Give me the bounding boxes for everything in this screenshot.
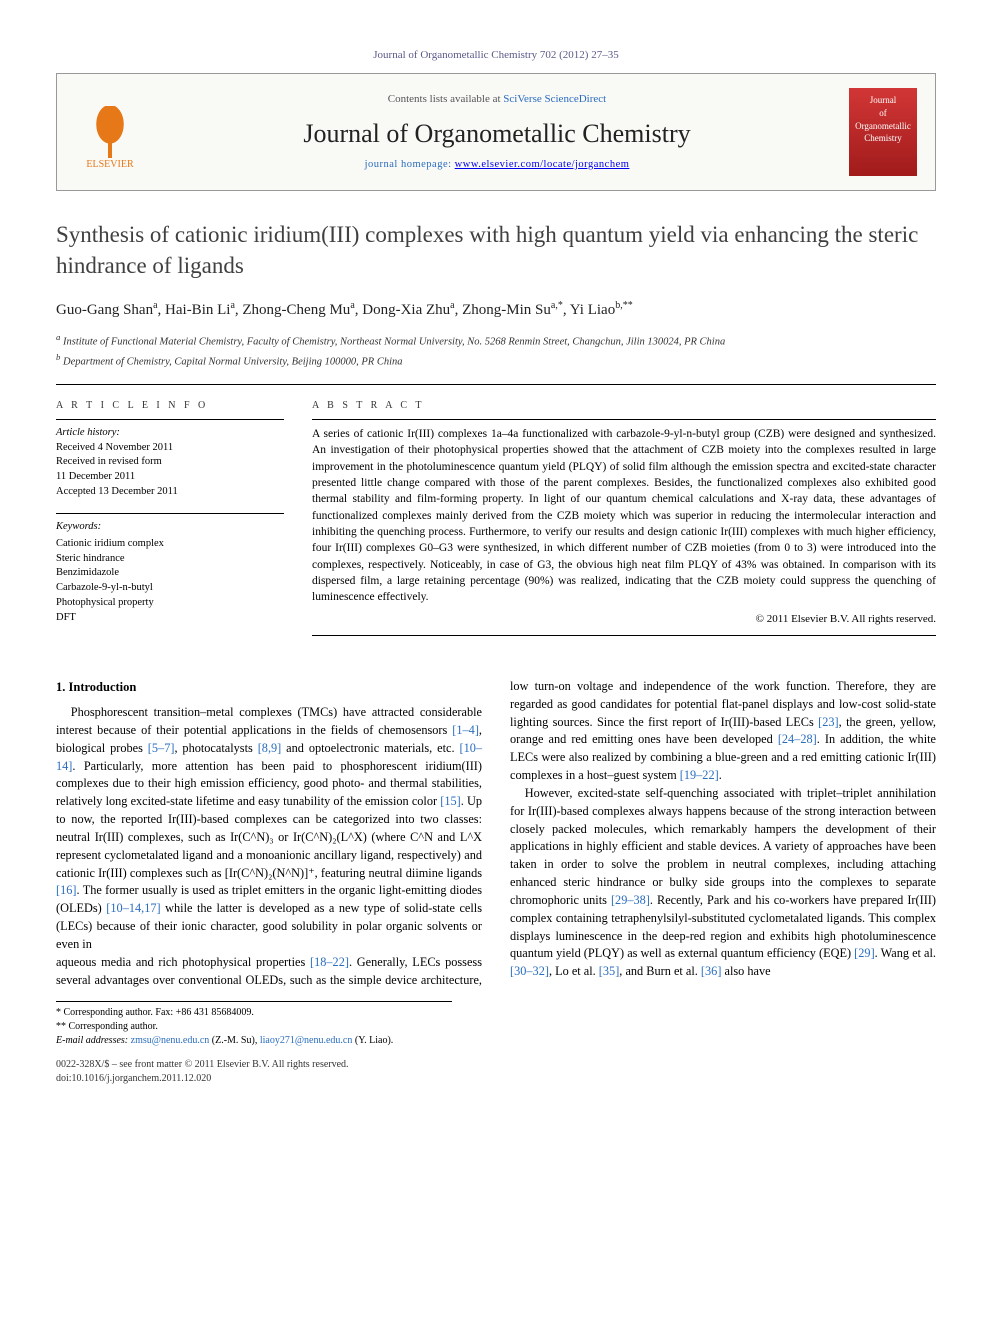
homepage-line: journal homepage: www.elsevier.com/locat…	[145, 158, 849, 173]
affiliation-a: a Institute of Functional Material Chemi…	[56, 331, 936, 350]
abstract-copyright: © 2011 Elsevier B.V. All rights reserved…	[312, 612, 936, 627]
history-line: 11 December 2011	[56, 470, 284, 485]
keyword: Steric hindrance	[56, 552, 284, 567]
elsevier-tree-icon	[86, 106, 134, 158]
history-line: Received 4 November 2011	[56, 441, 284, 456]
article-info-column: A R T I C L E I N F O Article history: R…	[56, 399, 284, 642]
cover-line-3: Chemistry	[853, 132, 913, 145]
abstract-heading: A B S T R A C T	[312, 399, 936, 413]
homepage-prefix: journal homepage:	[365, 159, 455, 170]
affiliation-b: b Department of Chemistry, Capital Norma…	[56, 351, 936, 370]
emails-label: E-mail addresses:	[56, 1035, 128, 1046]
body-two-column: 1. Introduction Phosphorescent transitio…	[56, 678, 936, 989]
keyword: DFT	[56, 611, 284, 626]
elsevier-logo: ELSEVIER	[75, 92, 145, 172]
email-name-2: (Y. Liao).	[355, 1035, 393, 1046]
affiliations: a Institute of Functional Material Chemi…	[56, 331, 936, 370]
corr-author-1: * Corresponding author. Fax: +86 431 856…	[56, 1006, 452, 1020]
article-info-heading: A R T I C L E I N F O	[56, 399, 284, 413]
history-line: Received in revised form	[56, 455, 284, 470]
abstract-column: A B S T R A C T A series of cationic Ir(…	[312, 399, 936, 642]
article-history: Article history: Received 4 November 201…	[56, 426, 284, 499]
publisher-label: ELSEVIER	[86, 158, 133, 172]
cover-line-1: Journal	[853, 94, 913, 107]
email-name-1: (Z.-M. Su),	[212, 1035, 258, 1046]
homepage-link[interactable]: www.elsevier.com/locate/jorganchem	[455, 159, 630, 170]
divider-rule	[56, 384, 936, 385]
cover-line-2: of Organometallic	[853, 107, 913, 132]
contents-lists-line: Contents lists available at SciVerse Sci…	[145, 92, 849, 107]
history-label: Article history:	[56, 426, 284, 441]
corresponding-author-footnotes: * Corresponding author. Fax: +86 431 856…	[56, 1001, 452, 1048]
contents-prefix: Contents lists available at	[388, 93, 503, 105]
corr-author-2: ** Corresponding author.	[56, 1020, 452, 1034]
email-link-1[interactable]: zmsu@nenu.edu.cn	[131, 1035, 210, 1046]
history-line: Accepted 13 December 2011	[56, 485, 284, 500]
journal-header-box: ELSEVIER Contents lists available at Sci…	[56, 73, 936, 191]
doi-line: doi:10.1016/j.jorganchem.2011.12.020	[56, 1072, 936, 1086]
body-paragraph: However, excited-state self-quenching as…	[510, 785, 936, 981]
abstract-text: A series of cationic Ir(III) complexes 1…	[312, 426, 936, 606]
keywords-label: Keywords:	[56, 520, 284, 535]
journal-name: Journal of Organometallic Chemistry	[145, 116, 849, 152]
keyword: Photophysical property	[56, 596, 284, 611]
journal-reference: Journal of Organometallic Chemistry 702 …	[56, 48, 936, 63]
keyword: Benzimidazole	[56, 566, 284, 581]
article-title: Synthesis of cationic iridium(III) compl…	[56, 219, 936, 281]
email-addresses-line: E-mail addresses: zmsu@nenu.edu.cn (Z.-M…	[56, 1034, 452, 1048]
front-matter-line: 0022-328X/$ – see front matter © 2011 El…	[56, 1058, 936, 1072]
sciencedirect-link[interactable]: SciVerse ScienceDirect	[503, 93, 606, 105]
bottom-copyright: 0022-328X/$ – see front matter © 2011 El…	[56, 1058, 936, 1085]
author-list: Guo-Gang Shana, Hai-Bin Lia, Zhong-Cheng…	[56, 299, 936, 321]
keyword: Carbazole-9-yl-n-butyl	[56, 581, 284, 596]
email-link-2[interactable]: liaoy271@nenu.edu.cn	[260, 1035, 353, 1046]
body-paragraph: Phosphorescent transition–metal complexe…	[56, 704, 482, 954]
journal-cover-thumbnail: Journal of Organometallic Chemistry	[849, 88, 917, 176]
keyword: Cationic iridium complex	[56, 537, 284, 552]
keywords-block: Keywords: Cationic iridium complex Steri…	[56, 520, 284, 625]
section-heading: 1. Introduction	[56, 678, 482, 696]
